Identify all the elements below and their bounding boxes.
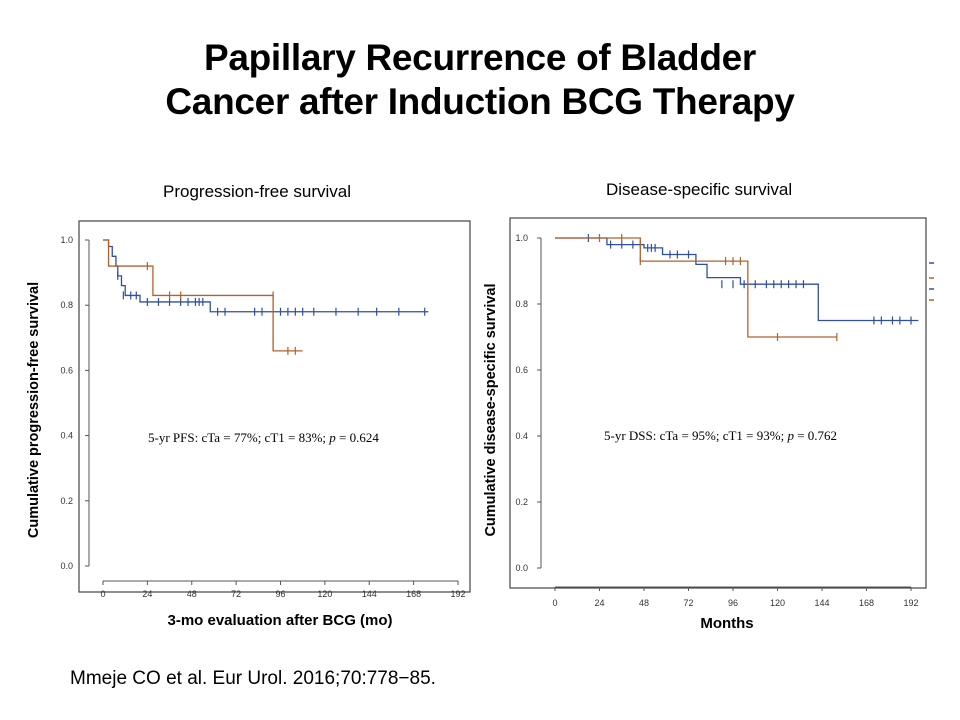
dss-x-tick-label: 144 bbox=[814, 598, 829, 608]
dss-x-tick-label: 72 bbox=[683, 598, 693, 608]
slide-title: Papillary Recurrence of Bladder Cancer a… bbox=[0, 36, 960, 124]
pfs-x-axis-title: 3-mo evaluation after BCG (mo) bbox=[167, 612, 392, 629]
dss-y-tick-label: 0.0 bbox=[515, 563, 528, 573]
dss-x-tick-label: 192 bbox=[903, 598, 918, 608]
dss-y-tick-label: 0.8 bbox=[515, 299, 528, 309]
dss-x-tick-label: 168 bbox=[859, 598, 874, 608]
pfs-y-tick-label: 0.8 bbox=[60, 300, 73, 310]
dss-x-tick-label: 96 bbox=[728, 598, 738, 608]
dss-y-axis-title: Cumulative disease-specific survival bbox=[483, 283, 499, 536]
citation: Mmeje CO et al. Eur Urol. 2016;70:778−85… bbox=[70, 668, 436, 689]
pfs-annotation: 5-yr PFS: cTa = 77%; cT1 = 83%; p = 0.62… bbox=[148, 430, 379, 445]
dss-x-tick-label: 120 bbox=[770, 598, 785, 608]
pfs-subtitle: Progression-free survival bbox=[163, 182, 352, 201]
dss-annotation: 5-yr DSS: cTa = 95%; cT1 = 93%; p = 0.76… bbox=[604, 428, 837, 443]
dss-y-tick-label: 0.2 bbox=[515, 497, 528, 507]
pfs-x-tick-label: 48 bbox=[187, 589, 197, 599]
dss-x-tick-label: 0 bbox=[552, 598, 557, 608]
dss-y-tick-label: 1.0 bbox=[515, 233, 528, 243]
pfs-x-tick-label: 120 bbox=[317, 589, 332, 599]
title-line-1: Papillary Recurrence of Bladder bbox=[203, 37, 757, 78]
pfs-y-tick-label: 1.0 bbox=[60, 235, 73, 245]
pfs-y-tick-label: 0.6 bbox=[60, 365, 73, 375]
pfs-x-tick-label: 144 bbox=[362, 589, 377, 599]
dss-y-tick-label: 0.4 bbox=[515, 431, 528, 441]
pfs-x-tick-label: 0 bbox=[100, 589, 105, 599]
dss-x-axis-title: Months bbox=[700, 615, 753, 632]
dss-cTa-curve bbox=[555, 237, 919, 322]
dss-cT1-curve bbox=[555, 237, 837, 338]
pfs-x-tick-label: 192 bbox=[450, 589, 465, 599]
pfs-cT1-curve bbox=[103, 239, 303, 352]
dss-subtitle: Disease-specific survival bbox=[606, 180, 793, 199]
dss-x-tick-label: 48 bbox=[639, 598, 649, 608]
pfs-x-tick-label: 72 bbox=[231, 589, 241, 599]
pfs-y-tick-label: 0.0 bbox=[60, 561, 73, 571]
pfs-x-tick-label: 96 bbox=[275, 589, 285, 599]
title-line-2: Cancer after Induction BCG Therapy bbox=[165, 81, 795, 122]
pfs-plot-frame bbox=[78, 220, 471, 593]
dss-y-tick-label: 0.6 bbox=[515, 365, 528, 375]
pfs-y-tick-label: 0.4 bbox=[60, 431, 73, 441]
pfs-x-tick-label: 168 bbox=[406, 589, 421, 599]
pfs-y-axis-title: Cumulative progression-free survival bbox=[26, 282, 42, 538]
dss-x-tick-label: 24 bbox=[594, 598, 604, 608]
pfs-y-tick-label: 0.2 bbox=[60, 496, 73, 506]
pfs-x-tick-label: 24 bbox=[142, 589, 152, 599]
pfs-cTa-curve bbox=[103, 239, 429, 313]
dss-plot-frame bbox=[509, 217, 927, 589]
